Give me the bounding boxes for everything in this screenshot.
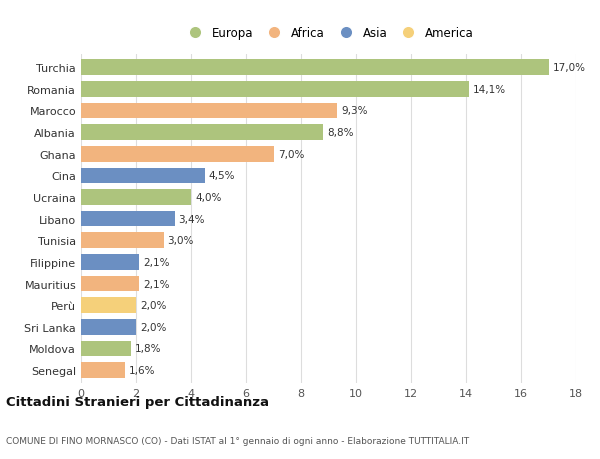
Text: 17,0%: 17,0% (553, 63, 586, 73)
Bar (81, 82, 469, 97)
Text: 7,0%: 7,0% (278, 150, 304, 159)
Text: 1,8%: 1,8% (134, 344, 161, 354)
Text: 2,0%: 2,0% (140, 301, 167, 311)
Text: 8,8%: 8,8% (327, 128, 353, 138)
Bar (81, 168, 205, 184)
Bar (81, 319, 136, 335)
Bar (81, 276, 139, 292)
Bar (81, 212, 175, 227)
Bar (81, 146, 274, 162)
Bar (81, 233, 163, 248)
Text: 3,4%: 3,4% (179, 214, 205, 224)
Text: Cittadini Stranieri per Cittadinanza: Cittadini Stranieri per Cittadinanza (6, 396, 269, 409)
Text: 9,3%: 9,3% (341, 106, 367, 116)
Text: 3,0%: 3,0% (167, 236, 194, 246)
Text: 4,5%: 4,5% (209, 171, 235, 181)
Bar (81, 103, 337, 119)
Bar (81, 298, 136, 313)
Text: 1,6%: 1,6% (129, 365, 155, 375)
Legend: Europa, Africa, Asia, America: Europa, Africa, Asia, America (181, 25, 476, 43)
Text: 4,0%: 4,0% (195, 193, 221, 202)
Bar (81, 341, 131, 357)
Bar (81, 125, 323, 140)
Text: COMUNE DI FINO MORNASCO (CO) - Dati ISTAT al 1° gennaio di ogni anno - Elaborazi: COMUNE DI FINO MORNASCO (CO) - Dati ISTA… (6, 436, 469, 445)
Text: 2,1%: 2,1% (143, 279, 169, 289)
Bar (81, 60, 548, 76)
Text: 2,0%: 2,0% (140, 322, 167, 332)
Text: 2,1%: 2,1% (143, 257, 169, 267)
Bar (81, 190, 191, 205)
Bar (81, 255, 139, 270)
Bar (81, 363, 125, 378)
Text: 14,1%: 14,1% (473, 84, 506, 95)
